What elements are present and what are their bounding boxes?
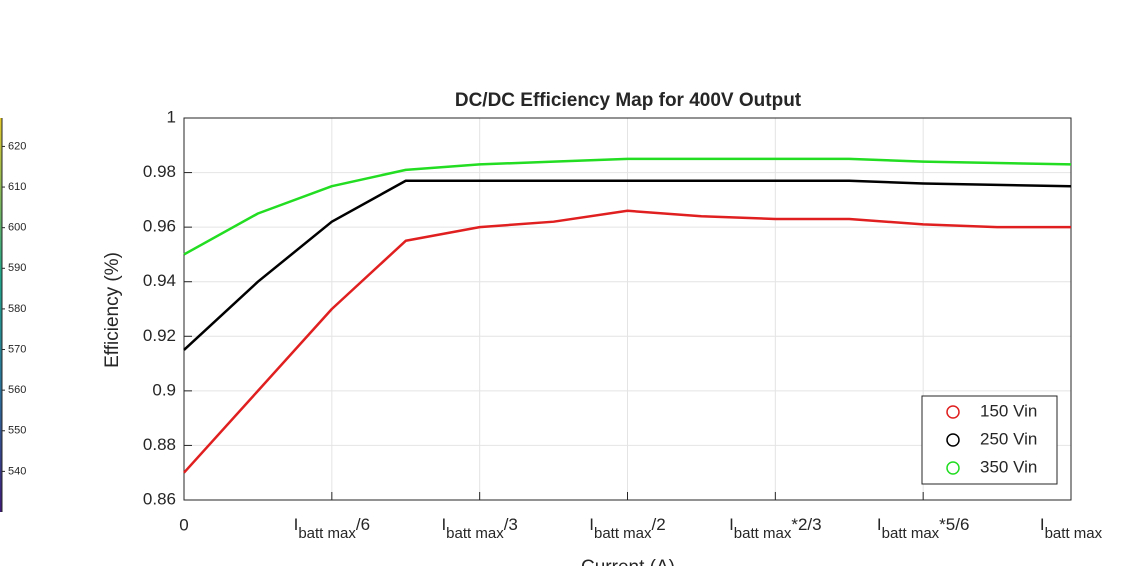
tick-text: I [1040,515,1045,534]
tick-text: /6 [356,515,370,534]
y-tick-label: 0.9 [152,380,176,399]
y-tick-label: 1 [167,107,176,126]
y-tick-label: 0.86 [143,489,176,508]
tick-text: *2/3 [791,515,821,534]
tick-text: I [877,515,882,534]
x-tick-label: Ibatt max [1040,515,1103,541]
chart-title: DC/DC Efficiency Map for 400V Output [455,90,802,111]
x-tick-label: Ibatt max*5/6 [877,515,970,541]
legend-box [921,395,1058,485]
colorbar-tick-label: 570 [8,343,26,355]
series-line [183,209,1071,474]
colorbar-tick-label: 540 [8,465,26,477]
x-tick-label: 0 [179,515,188,534]
tick-text: /3 [504,515,518,534]
tick-subscript: batt max [1045,525,1103,542]
y-tick-label: 0.96 [143,217,176,236]
tick-text: /2 [652,515,666,534]
x-tick-label: Ibatt max/6 [294,515,370,541]
legend-label: 250 Vin [980,429,1037,448]
x-tick-label: Ibatt max/3 [441,515,517,541]
legend-marker [946,433,960,447]
tick-subscript: batt max [882,525,940,542]
series-line [183,179,1072,351]
colorbar [0,118,2,512]
tick-text: I [729,515,734,534]
tick-subscript: batt max [594,525,652,542]
y-axis-label: Efficiency (%) [102,252,123,368]
colorbar-tick-label: 620 [8,140,26,152]
y-tick-label: 0.92 [143,326,176,345]
tick-subscript: batt max [298,525,356,542]
series-line [183,157,1072,256]
colorbar-tick-label: 560 [8,384,26,396]
x-tick-label: Ibatt max*2/3 [729,515,822,541]
tick-subscript: batt max [734,525,792,542]
colorbar-tick-label: 590 [8,262,26,274]
tick-subscript: batt max [446,525,504,542]
y-tick-label: 0.98 [143,162,176,181]
colorbar-tick-label: 610 [8,181,26,193]
y-tick-label: 0.88 [143,435,176,454]
tick-text: *5/6 [939,515,969,534]
y-tick-label: 0.94 [143,271,176,290]
plot-frame [183,117,1072,501]
colorbar-tick-label: 580 [8,303,26,315]
legend-marker [946,461,960,475]
legend-label: 350 Vin [980,457,1037,476]
x-tick-label: Ibatt max/2 [589,515,665,541]
colorbar-tick-label: 600 [8,222,26,234]
colorbar-tick-label: 550 [8,425,26,437]
tick-text: I [441,515,446,534]
legend-marker [946,405,960,419]
legend-label: 150 Vin [980,401,1037,420]
tick-text: I [589,515,594,534]
tick-text: I [294,515,299,534]
x-axis-label: Current (A) [581,557,675,566]
